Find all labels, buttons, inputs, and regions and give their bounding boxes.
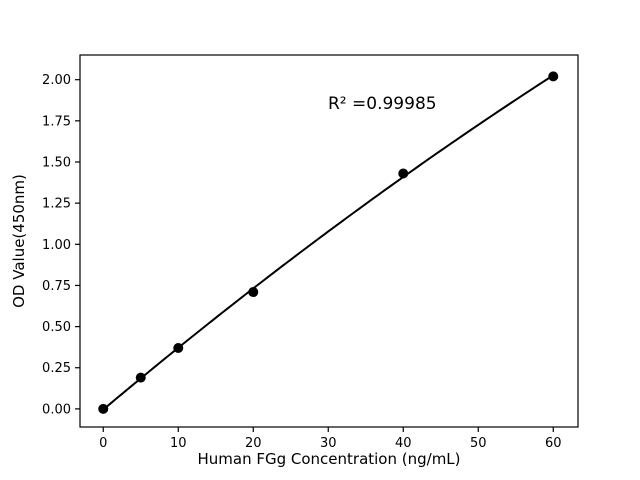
y-axis: 0.00 0.25 0.50 0.75 1.00 1.25 1.50 1.75 2.00 — [42, 73, 80, 417]
y-axis-label: OD Value(450nm) — [10, 174, 28, 308]
data-point — [135, 372, 146, 383]
r-squared-annotation: R² =0.99985 — [328, 94, 437, 114]
x-tick-label: 40 — [395, 436, 412, 451]
x-axis: 0 10 20 30 40 50 60 — [99, 427, 562, 451]
y-tick-label: 0.50 — [42, 320, 71, 335]
x-tick-label: 50 — [470, 436, 487, 451]
y-tick-label: 0.75 — [42, 279, 71, 294]
x-tick-label: 0 — [99, 436, 107, 451]
x-axis-label: Human FGg Concentration (ng/mL) — [197, 450, 461, 468]
y-tick-label: 0.00 — [42, 402, 71, 417]
data-point — [398, 168, 409, 179]
x-tick-label: 60 — [545, 436, 562, 451]
data-point — [173, 342, 184, 353]
y-tick-label: 1.00 — [42, 238, 71, 253]
data-point — [248, 287, 259, 298]
fit-curve — [102, 74, 555, 411]
x-tick-label: 30 — [320, 436, 337, 451]
y-tick-label: 1.25 — [42, 197, 71, 212]
y-tick-label: 1.75 — [42, 114, 71, 129]
x-tick-label: 10 — [170, 436, 187, 451]
y-tick-label: 2.00 — [42, 73, 71, 88]
data-point — [548, 71, 559, 82]
data-point — [98, 403, 109, 414]
y-tick-label: 0.25 — [42, 361, 71, 376]
data-points — [98, 71, 559, 414]
plot-spines — [79, 54, 579, 428]
x-tick-label: 20 — [245, 436, 262, 451]
y-tick-label: 1.50 — [42, 155, 71, 170]
